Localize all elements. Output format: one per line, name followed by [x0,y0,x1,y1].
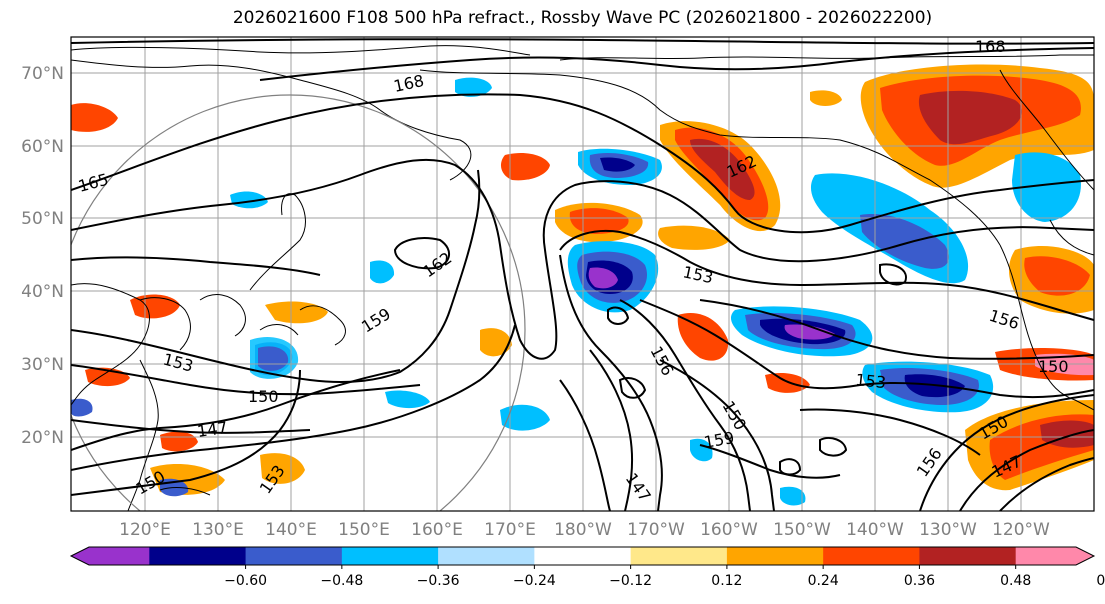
lon-tick-label: 150°E [338,520,390,540]
colorbar-tick-label: 0.48 [1000,573,1031,589]
colorbar-tick-label: −0.36 [417,573,460,589]
colorbar-tick-label: −0.60 [224,573,267,589]
colorbar-extend-high [1076,547,1094,565]
contour-label: 168 [975,37,1006,56]
map-title: 2026021600 F108 500 hPa refract., Rossby… [232,8,933,28]
lon-tick-label: 160°E [411,520,463,540]
colorbar-swatch [341,547,439,565]
colorbar-swatch [534,547,632,565]
colorbar-swatch [245,547,343,565]
colorbar-tick-label: −0.48 [320,573,363,589]
colorbar-swatch [1015,547,1077,565]
colorbar-tick-label: 0.60 [1096,573,1105,589]
lon-tick-label: 130°W [919,520,977,540]
colorbar: −0.60 −0.48 −0.36 −0.24 −0.12 0.12 0.24 0.36 0.4… [69,546,1105,589]
colorbar-swatch [919,547,1017,565]
lon-tick-label: 160°W [700,520,758,540]
lon-tick-label: 170°E [484,520,536,540]
lat-tick-label: 70°N [21,64,64,84]
lat-tick-label: 50°N [21,209,64,229]
coastlines [71,45,1094,511]
contour-label: 153 [855,370,887,392]
great-circle-ring [71,94,526,511]
colorbar-outline [69,546,1096,566]
colorbar-tick-label: −0.12 [609,573,652,589]
colorbar-swatch [823,547,920,565]
lon-axis: 120°E 130°E 140°E 150°E 160°E 170°E 180°… [119,520,1050,540]
colorbar-swatch [89,547,150,565]
lat-axis: 70°N 60°N 50°N 40°N 30°N 20°N [21,64,64,448]
colorbar-swatch [630,547,728,565]
lon-tick-label: 180°W [554,520,612,540]
colorbar-swatch [438,547,535,565]
height-contours [71,38,1094,511]
colorbar-tick-label: 0.36 [904,573,935,589]
lon-tick-label: 140°W [846,520,904,540]
colorbar-tick-label: −0.24 [513,573,556,589]
colorbar-tick-label: 0.24 [808,573,839,589]
lon-tick-label: 150°W [773,520,831,540]
lon-tick-label: 130°E [192,520,244,540]
lat-tick-label: 20°N [21,428,64,448]
map-frame [70,36,1095,512]
colorbar-extend-low [71,547,89,565]
contour-label: 150 [1038,357,1069,376]
lat-tick-label: 30°N [21,355,64,375]
lat-tick-label: 60°N [21,137,64,157]
contour-label: 147 [196,418,229,441]
colorbar-tick-label: 0.12 [711,573,742,589]
lat-tick-label: 40°N [21,282,64,302]
colorbar-swatch [149,547,247,565]
colorbar-swatch [726,547,824,565]
lon-tick-label: 170°W [627,520,685,540]
lon-tick-label: 120°E [119,520,171,540]
lon-tick-label: 120°W [992,520,1050,540]
lon-tick-label: 140°E [265,520,317,540]
contour-label: 150 [248,387,279,406]
